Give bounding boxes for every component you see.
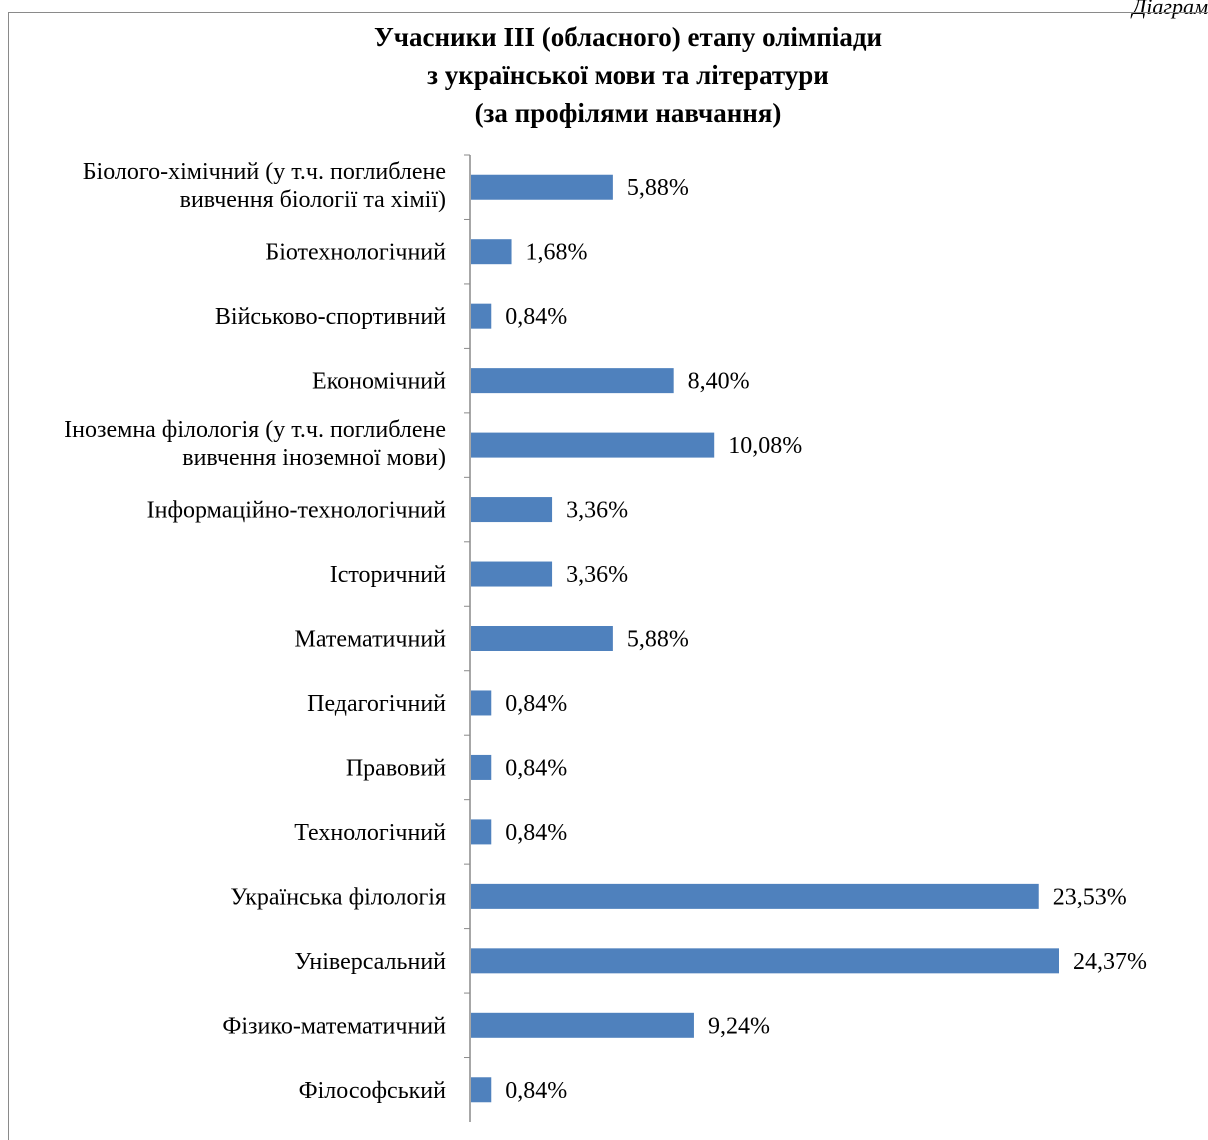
category-label-14-line-0: Філософський — [299, 1078, 447, 1104]
bar-10 — [471, 819, 492, 845]
bar-4 — [471, 432, 715, 458]
data-label-13: 9,24% — [708, 1013, 770, 1039]
bar-6 — [471, 561, 553, 587]
category-label-3: Економічний — [312, 369, 446, 395]
category-label-3-line-0: Економічний — [312, 369, 446, 395]
category-label-4-line-0: Іноземна філологія (у т.ч. поглиблене — [64, 417, 446, 443]
chart-title-line-2: з української мови та літератури — [427, 60, 829, 90]
category-label-0-line-0: Біолого-хімічний (у т.ч. поглиблене — [83, 159, 446, 185]
category-label-8-line-0: Педагогічний — [307, 691, 446, 717]
data-label-9: 0,84% — [505, 755, 567, 781]
chart-title-line-1: Учасники ІІІ (обласного) етапу олімпіади — [373, 22, 883, 52]
data-label-6: 3,36% — [566, 562, 628, 588]
bar-7 — [471, 626, 613, 651]
bar-5 — [471, 497, 553, 523]
category-label-2-line-0: Військово-спортивний — [215, 304, 446, 330]
bar-9 — [471, 754, 492, 780]
chart-frame — [8, 12, 1208, 1140]
bar-11 — [471, 883, 1039, 909]
category-label-12-line-0: Універсальний — [295, 949, 447, 975]
category-label-13-line-0: Фізико-математичний — [222, 1013, 446, 1039]
category-label-5-line-0: Інформаційно-технологічний — [147, 498, 446, 524]
chart-title-line-3: (за профілями навчання) — [474, 98, 782, 128]
category-label-12: Універсальний — [295, 949, 447, 975]
category-label-0: Біолого-хімічний (у т.ч. поглиблене вивче… — [83, 159, 446, 213]
category-label-14: Філософський — [299, 1078, 447, 1104]
category-label-13: Фізико-математичний — [222, 1013, 446, 1039]
bar-8 — [471, 690, 492, 716]
category-label-5: Інформаційно-технологічний — [147, 498, 446, 524]
data-label-2: 0,84% — [505, 304, 567, 330]
category-label-1: Біотехнологічний — [265, 240, 446, 266]
category-label-10: Технологічний — [294, 820, 446, 846]
category-label-9: Правовий — [346, 755, 446, 781]
bar-14 — [471, 1077, 492, 1103]
category-label-2: Військово-спортивний — [215, 304, 446, 330]
data-label-12: 24,37% — [1073, 949, 1147, 975]
data-label-10: 0,84% — [505, 820, 567, 846]
chart-title: Учасники ІІІ (обласного) етапу олімпіади… — [8, 18, 1208, 132]
data-label-14: 0,84% — [505, 1078, 567, 1104]
category-label-4: Іноземна філологія (у т.ч. поглиблене вив… — [64, 417, 446, 471]
category-label-8: Педагогічний — [307, 691, 446, 717]
category-label-0-line-1: вивчення біології та хімії) — [180, 187, 446, 213]
data-label-1: 1,68% — [526, 240, 588, 266]
corner-label: Діаграм — [1132, 0, 1208, 19]
category-label-10-line-0: Технологічний — [294, 820, 446, 846]
bar-0 — [471, 174, 613, 200]
category-label-6: Історичний — [330, 562, 446, 588]
category-label-7-line-0: Математичний — [295, 627, 447, 653]
category-label-11-line-0: Українська філологія — [230, 884, 446, 910]
data-label-3: 8,40% — [688, 369, 750, 395]
data-label-4: 10,08% — [728, 433, 802, 459]
category-label-1-line-0: Біотехнологічний — [265, 240, 446, 266]
category-label-11: Українська філологія — [230, 884, 446, 910]
category-label-7: Математичний — [295, 627, 447, 653]
data-label-0: 5,88% — [627, 175, 689, 201]
bar-12 — [471, 948, 1059, 974]
category-label-4-line-1: вивчення іноземної мови) — [182, 445, 446, 471]
data-label-7: 5,88% — [627, 627, 689, 653]
bar-13 — [471, 1012, 694, 1038]
data-label-8: 0,84% — [505, 691, 567, 717]
data-label-5: 3,36% — [566, 498, 628, 524]
bar-1 — [471, 239, 512, 265]
data-label-11: 23,53% — [1053, 884, 1127, 910]
category-label-6-line-0: Історичний — [330, 562, 446, 588]
bar-2 — [471, 303, 492, 329]
category-label-9-line-0: Правовий — [346, 755, 446, 781]
bar-3 — [471, 368, 674, 394]
